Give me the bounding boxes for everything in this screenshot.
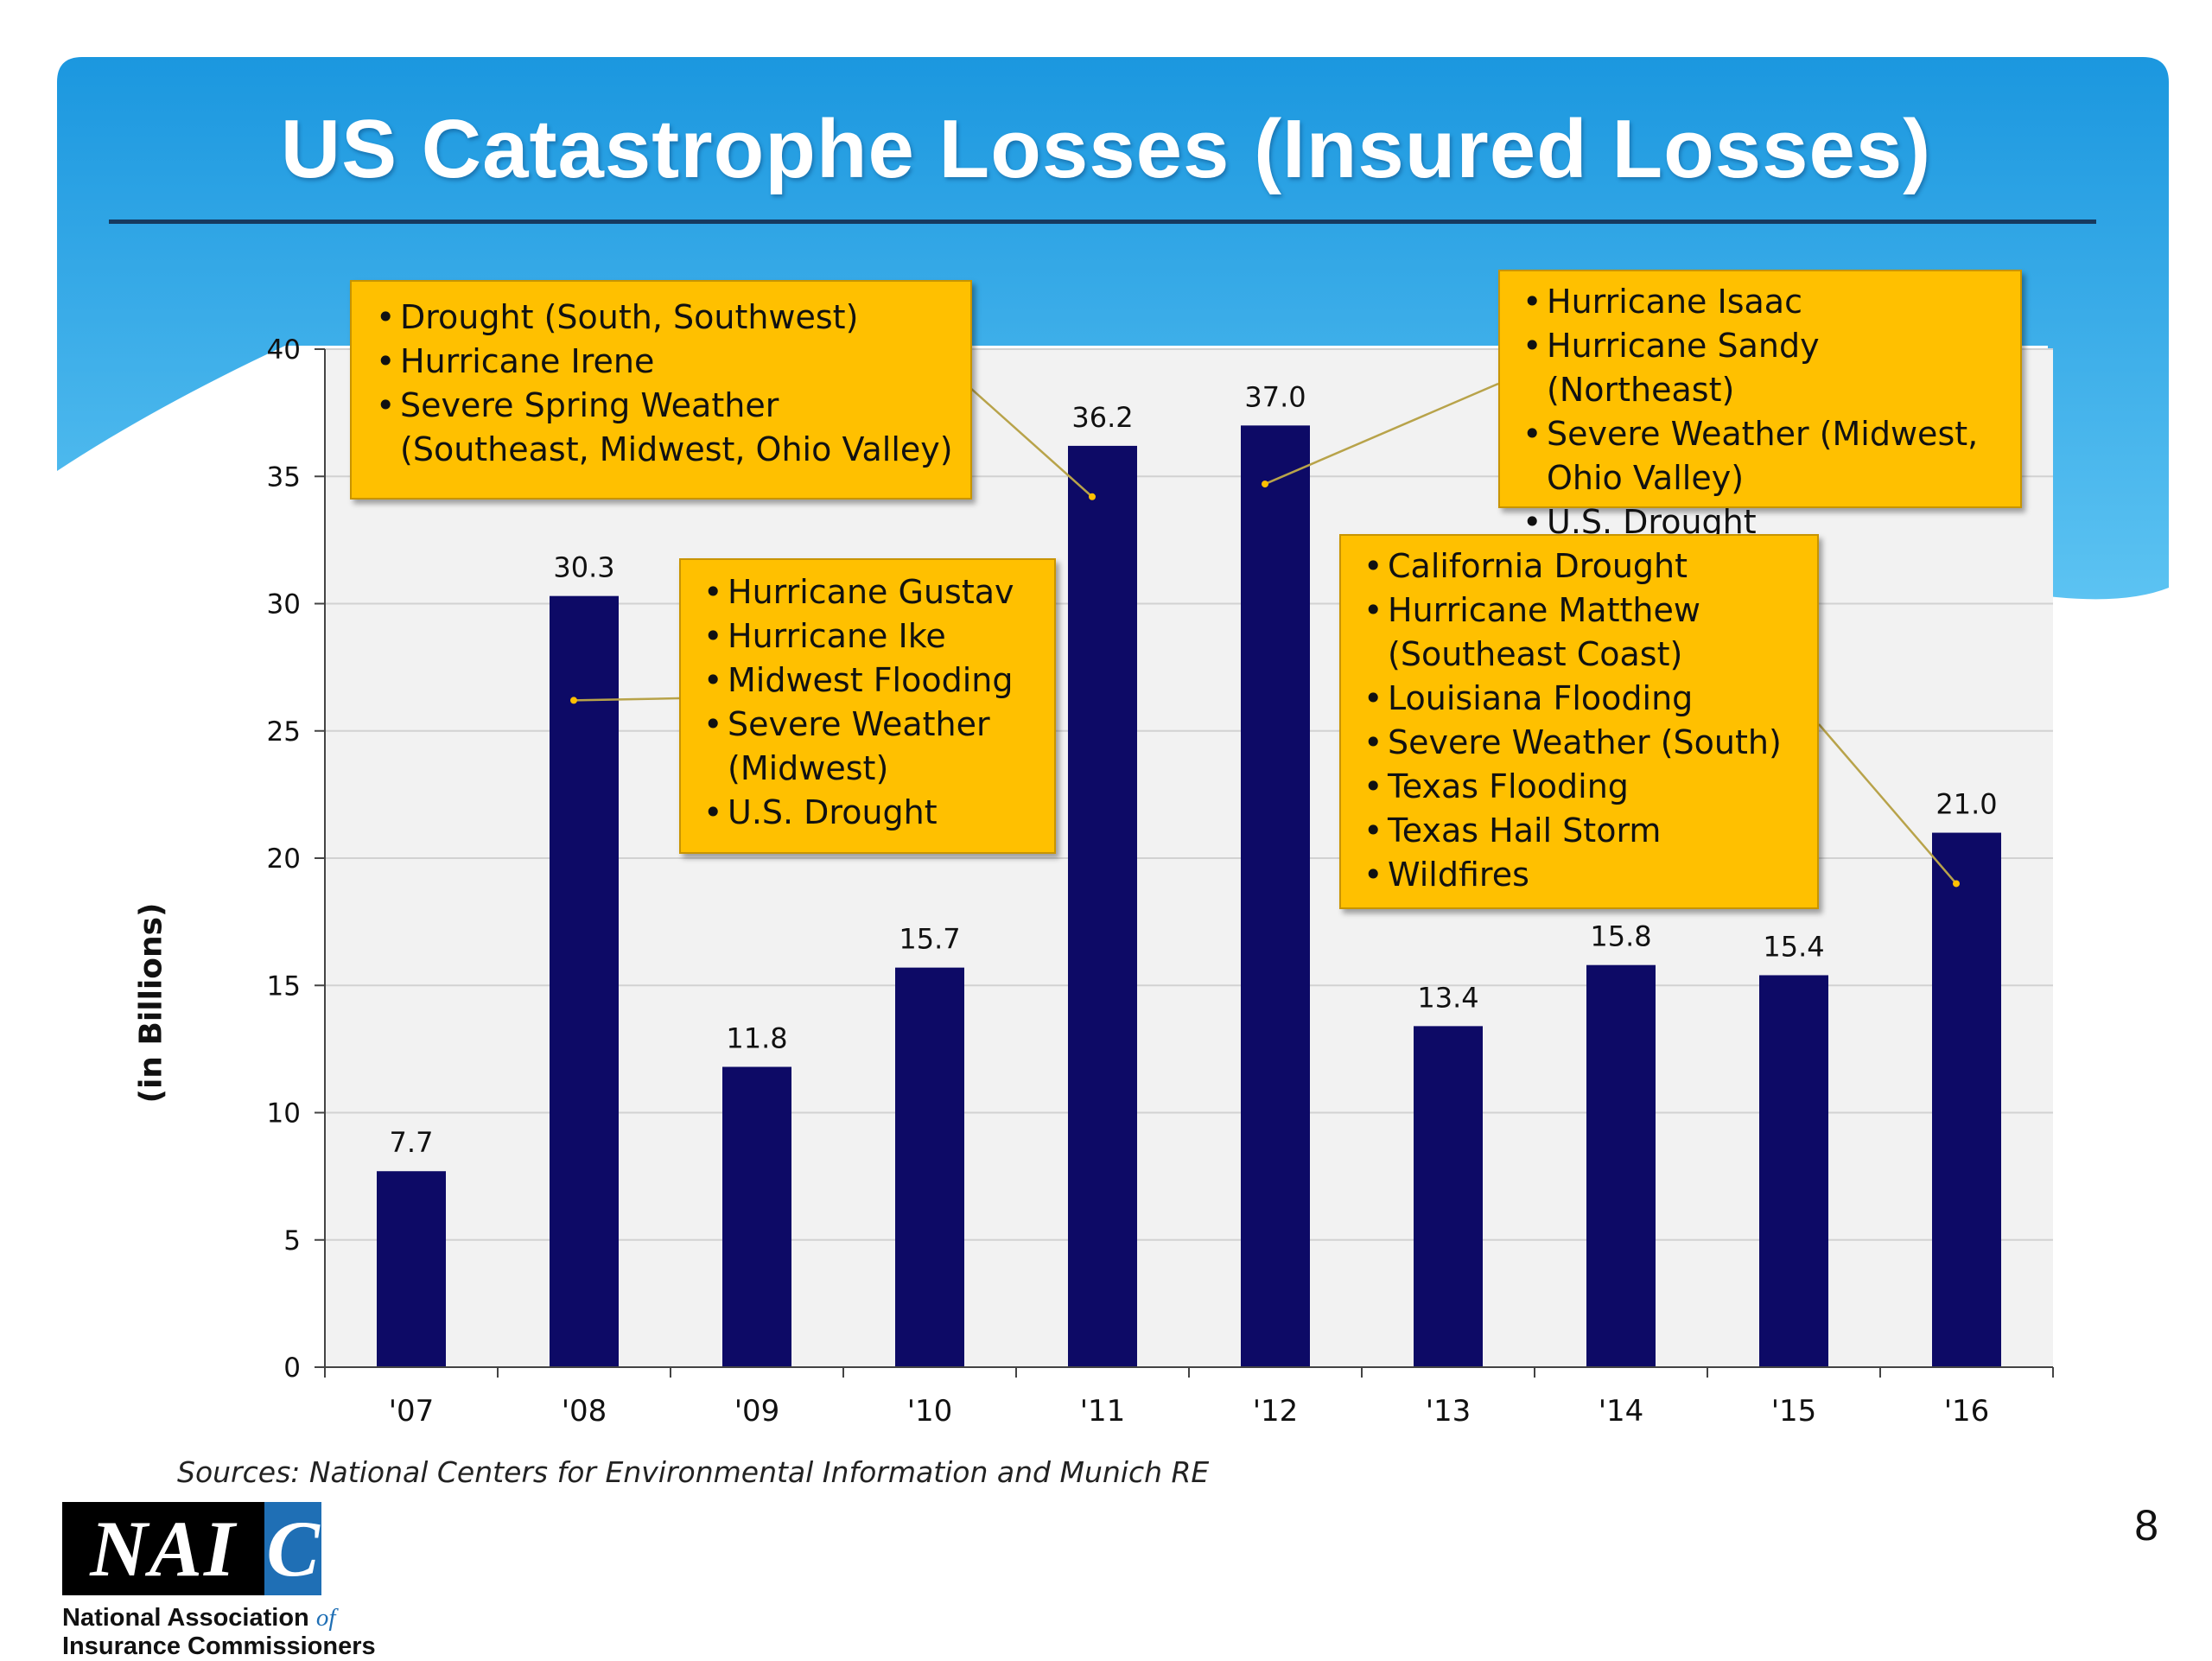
callout-2016-list: California Drought Hurricane Matthew (So… [1355,544,1803,897]
callout-item: Severe Weather (South) [1355,721,1803,765]
bars: 7.7 30.3 11.8 15.7 36.2 37.0 13.4 15.8 15.4 21.0 [377,380,2001,1368]
x-tick-label: '09 [734,1394,780,1429]
callout-item: California Drought [1355,544,1803,589]
bar [1414,1026,1483,1367]
bar [1068,445,1137,1368]
callout-leader-dot [1953,880,1960,888]
x-tick-label: '13 [1426,1394,1471,1429]
callout-2011-list: Drought (South, Southwest) Hurricane Ire… [367,296,955,472]
naic-logo-line1-suffix: of [315,1604,336,1632]
callout-item: Midwest Flooding [695,659,1040,703]
callout-item: Texas Flooding [1355,765,1803,809]
callout-leader-line [969,386,1093,498]
bar [895,967,964,1367]
naic-logo-line1: National Association [62,1604,309,1632]
bar [377,1171,446,1367]
callout-leader-dot [1089,493,1096,500]
callout-leader-line [1264,382,1499,486]
y-tick-label: 15 [267,971,301,1002]
bar-value-label: 15.4 [1763,930,1824,963]
bar-value-label: 15.7 [899,923,960,956]
naic-logo-accent-letter: C [264,1502,321,1595]
callout-leader-dot [1262,480,1268,488]
callout-leader-dot [570,697,577,704]
slide-title: US Catastrophe Losses (Insured Losses) [280,103,1932,195]
naic-logo-line2: Insurance Commissioners [62,1632,376,1660]
x-tick-label: '07 [389,1394,435,1429]
y-tick-label: 40 [267,334,301,366]
callout-item: Hurricane Isaac [1514,280,2006,324]
callout-item: Severe Weather (Midwest, Ohio Valley) [1514,412,2006,500]
naic-logo-letters: NAI [62,1502,264,1595]
callout-2011: Drought (South, Southwest) Hurricane Ire… [350,280,972,500]
callout-leader-line [573,697,680,702]
bar [1586,964,1656,1367]
sources-note: Sources: National Centers for Environmen… [177,1455,1210,1489]
bar-value-label: 15.8 [1590,920,1651,953]
y-tick-label: 0 [283,1352,301,1384]
y-tick-label: 10 [267,1098,301,1130]
callout-item: Wildfires [1355,853,1803,897]
bar-value-label: 30.3 [553,551,614,584]
bar-value-label: 36.2 [1071,401,1133,434]
callout-item: Texas Hail Storm [1355,809,1803,853]
y-tick-label: 20 [267,843,301,875]
callout-item: Severe Spring Weather (Southeast, Midwes… [367,384,955,472]
bar [1241,425,1310,1368]
bar [550,595,619,1367]
bar-value-label: 21.0 [1936,788,1997,821]
y-tick-label: 35 [267,461,301,493]
callout-item: Hurricane Irene [367,340,955,384]
bar [1932,832,2001,1367]
callout-item: Hurricane Gustav [695,570,1040,614]
callout-leader-line [1818,723,1957,885]
callout-2016: California Drought Hurricane Matthew (So… [1339,534,1819,909]
callout-item: Drought (South, Southwest) [367,296,955,340]
callout-2008: Hurricane Gustav Hurricane Ike Midwest F… [679,558,1056,854]
callout-item: U.S. Drought [695,791,1040,835]
x-tick-label: '12 [1253,1394,1299,1429]
bar-value-label: 11.8 [726,1021,787,1054]
title-divider [109,220,2096,224]
bar-value-label: 37.0 [1244,380,1306,413]
axes: 0 5 10 15 20 25 30 35 40 '07 '08 '09 '10 '11 '12 '13 '14… [267,334,2054,1429]
callout-item: Hurricane Matthew (Southeast Coast) [1355,589,1803,677]
y-tick-label: 30 [267,589,301,620]
callout-item: Hurricane Sandy (Northeast) [1514,324,2006,412]
x-tick-label: '08 [562,1394,607,1429]
page-number: 8 [2134,1501,2158,1550]
callout-2012-list: Hurricane Isaac Hurricane Sandy (Northea… [1514,280,2006,544]
x-tick-label: '14 [1599,1394,1644,1429]
y-tick-label: 25 [267,716,301,748]
naic-logo: NAI C National Association of Insurance … [62,1502,376,1661]
x-tick-label: '16 [1944,1394,1990,1429]
y-axis-label: (in Billions) [133,902,169,1104]
callout-2012: Hurricane Isaac Hurricane Sandy (Northea… [1498,270,2022,544]
callout-leaders [570,382,1960,888]
y-tick-label: 5 [283,1225,301,1257]
naic-logo-text: National Association of Insurance Commis… [62,1604,376,1661]
bar [1759,975,1828,1367]
bar-value-label: 7.7 [390,1126,434,1159]
bar-value-label: 13.4 [1417,981,1478,1014]
x-tick-label: '10 [907,1394,953,1429]
callout-item: Severe Weather (Midwest) [695,703,1040,791]
bar [722,1066,791,1367]
x-tick-label: '11 [1080,1394,1126,1429]
x-tick-label: '15 [1771,1394,1817,1429]
callout-2008-list: Hurricane Gustav Hurricane Ike Midwest F… [695,570,1040,835]
callout-item: Louisiana Flooding [1355,677,1803,721]
callout-item: Hurricane Ike [695,614,1040,659]
naic-logo-mark: NAI C [62,1502,376,1595]
